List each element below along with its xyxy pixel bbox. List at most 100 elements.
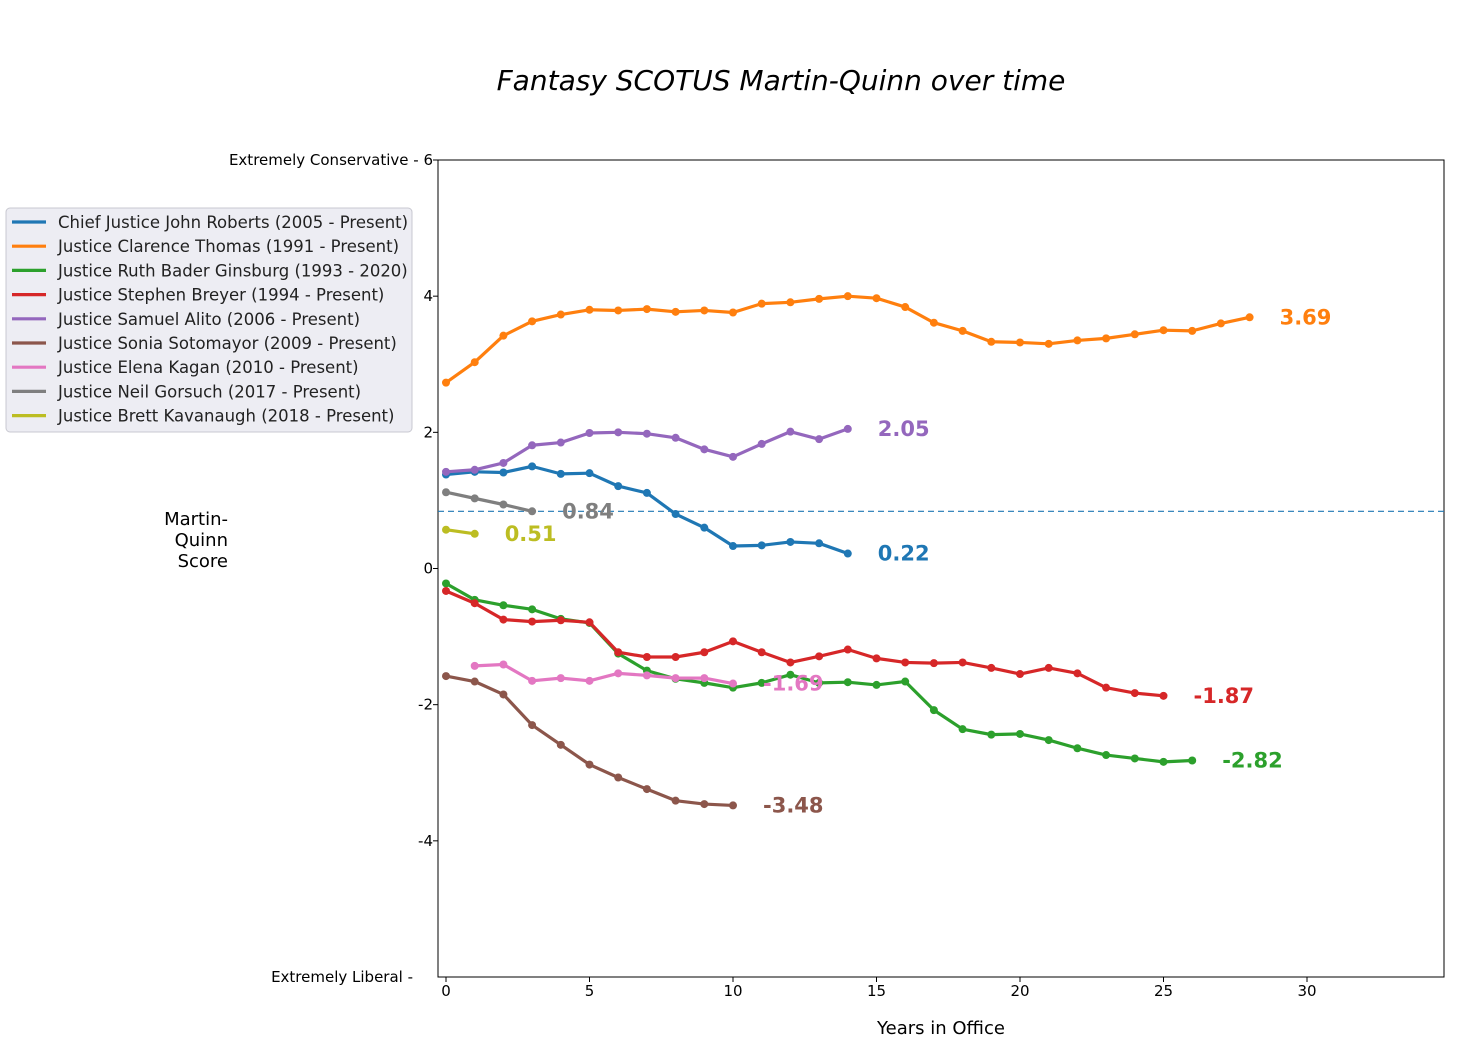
series-3 <box>442 586 1168 700</box>
data-point <box>499 331 508 340</box>
series-7 <box>442 488 537 516</box>
data-point <box>1044 736 1053 745</box>
y-axis-ticks: Extremely Conservative - 6 4 2 0 -2 -4 Extreme… <box>229 151 438 986</box>
data-point <box>642 653 651 662</box>
data-point <box>987 663 996 672</box>
y-axis-label: Martin-Quinn Score <box>164 509 228 572</box>
x-tick-label: 0 <box>441 982 451 1000</box>
data-point <box>671 510 680 519</box>
data-point <box>642 429 651 438</box>
data-point <box>815 678 824 687</box>
data-point <box>700 800 709 809</box>
data-point <box>1073 669 1082 678</box>
y-tick-label: -2 <box>418 696 433 714</box>
data-point <box>1073 744 1082 753</box>
data-point <box>499 690 508 699</box>
data-point <box>556 674 565 683</box>
chart-title: Fantasy SCOTUS Martin-Quinn over time <box>497 64 1066 97</box>
data-point <box>585 305 594 314</box>
x-tick-label: 20 <box>1010 982 1029 1000</box>
x-tick-label: 30 <box>1297 982 1316 1000</box>
series-8 <box>442 525 479 538</box>
y-axis-label-line: Martin- <box>164 509 228 530</box>
data-point <box>528 441 537 450</box>
x-tick-label: 25 <box>1154 982 1173 1000</box>
series-1 <box>442 292 1254 387</box>
data-point <box>642 488 651 497</box>
data-point <box>815 435 824 444</box>
data-point <box>815 294 824 303</box>
data-point <box>528 605 537 614</box>
legend-label: Justice Clarence Thomas (1991 - Present) <box>57 237 399 256</box>
data-point <box>642 785 651 794</box>
data-point <box>642 305 651 314</box>
data-point <box>700 306 709 315</box>
series-end-label: 0.51 <box>505 522 557 546</box>
series-end-label: 0.84 <box>562 499 614 523</box>
data-point <box>843 678 852 687</box>
legend-label: Justice Elena Kagan (2010 - Present) <box>57 358 359 377</box>
series-end-label: -3.48 <box>763 793 824 817</box>
data-point <box>499 660 508 669</box>
data-point <box>958 326 967 335</box>
data-point <box>1216 319 1225 328</box>
data-point <box>700 523 709 532</box>
data-point <box>1016 670 1024 679</box>
data-point <box>729 452 737 461</box>
legend-label: Justice Sonia Sotomayor (2009 - Present) <box>57 334 397 353</box>
x-tick-label: 15 <box>867 982 886 1000</box>
data-point <box>1044 339 1053 348</box>
data-point <box>585 618 594 627</box>
series-line <box>445 589 1164 698</box>
data-point <box>585 469 594 478</box>
data-point <box>528 617 537 626</box>
data-point <box>499 468 508 477</box>
data-point <box>700 445 709 454</box>
data-point <box>958 725 967 734</box>
data-point <box>442 586 450 595</box>
data-point <box>671 674 680 683</box>
data-point <box>528 317 537 326</box>
series-6 <box>470 660 737 688</box>
y-axis-label-line: Quinn <box>175 530 228 551</box>
data-point <box>442 488 450 497</box>
legend-label: Justice Samuel Alito (2006 - Present) <box>57 310 360 329</box>
data-point <box>757 678 766 687</box>
data-point <box>470 358 479 367</box>
y-tick-label: 0 <box>423 560 433 578</box>
series-4 <box>442 424 852 476</box>
data-point <box>929 706 938 715</box>
data-point <box>528 462 537 471</box>
data-point <box>499 458 508 467</box>
series-line <box>445 528 475 536</box>
data-point <box>671 653 680 662</box>
legend-label: Justice Neil Gorsuch (2017 - Present) <box>57 382 361 401</box>
data-point <box>700 648 709 657</box>
data-point <box>499 615 508 624</box>
data-point <box>1102 334 1111 343</box>
legend: Chief Justice John Roberts (2005 - Prese… <box>5 207 413 433</box>
data-point <box>1159 691 1168 700</box>
data-point <box>1130 689 1139 698</box>
data-point <box>700 674 709 683</box>
data-point <box>1188 756 1197 765</box>
data-point <box>556 616 565 625</box>
legend-label: Justice Stephen Breyer (1994 - Present) <box>57 286 384 305</box>
data-point <box>528 676 537 685</box>
legend-label: Justice Ruth Bader Ginsburg (1993 - 2020… <box>57 261 408 280</box>
data-point <box>442 672 450 681</box>
x-tick-label: 10 <box>723 982 742 1000</box>
data-point <box>843 424 852 433</box>
data-point <box>757 299 766 308</box>
data-point <box>729 679 737 688</box>
data-point <box>442 378 450 387</box>
data-point <box>1130 330 1139 339</box>
data-point <box>729 308 737 317</box>
data-point <box>757 648 766 657</box>
data-point <box>786 537 795 546</box>
data-point <box>614 482 623 491</box>
legend-box <box>5 207 413 433</box>
data-point <box>556 438 565 447</box>
data-point <box>1016 729 1024 738</box>
